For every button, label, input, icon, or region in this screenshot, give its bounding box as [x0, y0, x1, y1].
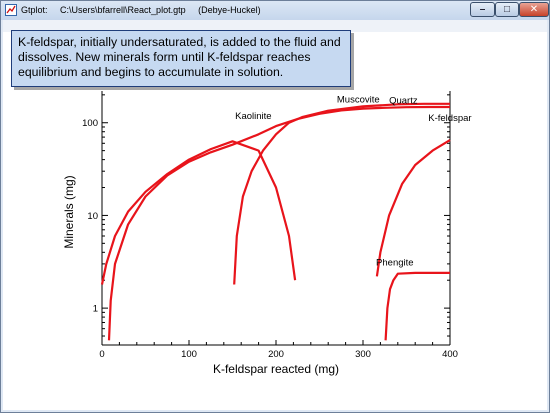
- gtplot-app-icon[interactable]: [5, 4, 17, 16]
- app-name: Gtplot:: [21, 5, 48, 15]
- plot-axes: 0 100 200 300 400 1 10 100: [82, 91, 458, 360]
- series-label-kaolinite: Kaolinite: [235, 111, 271, 122]
- minimize-icon: –: [479, 4, 486, 15]
- series-line-muscovite: [107, 105, 450, 341]
- maximize-button[interactable]: □: [495, 2, 519, 17]
- series-label-phengite: Phengite: [376, 257, 414, 268]
- menu-bar: [3, 20, 547, 32]
- minimize-button[interactable]: –: [470, 2, 495, 17]
- close-icon: ✕: [529, 4, 539, 15]
- series-label-muscovite: Muscovite: [337, 95, 380, 106]
- series-lines: [100, 102, 451, 341]
- window-title: Gtplot: C:\Users\bfarrell\React_plot.gtp…: [21, 5, 271, 15]
- title-bar[interactable]: Gtplot: C:\Users\bfarrell\React_plot.gtp…: [1, 1, 549, 20]
- model-name: (Debye-Huckel): [198, 5, 261, 15]
- file-path: C:\Users\bfarrell\React_plot.gtp: [60, 5, 186, 15]
- series-line-quartz: [233, 102, 450, 285]
- y-tick-label: 1: [93, 304, 98, 315]
- x-axis-label: K-feldspar reacted (mg): [213, 362, 339, 376]
- series-label-k-feldspar: K-feldspar: [428, 113, 471, 124]
- x-tick-label: 0: [99, 349, 104, 360]
- close-button[interactable]: ✕: [519, 2, 549, 17]
- series-line-phengite: [384, 271, 450, 341]
- x-tick-label: 300: [355, 349, 371, 360]
- annotation-text: K-feldspar, initially undersaturated, is…: [18, 35, 341, 79]
- series-labels: Kaolinite Muscovite Quartz K-feldspar Phengi…: [235, 95, 471, 269]
- series-label-quartz: Quartz: [389, 95, 418, 106]
- y-axis-label: Minerals (mg): [62, 175, 76, 248]
- x-tick-label: 100: [181, 349, 197, 360]
- x-tick-label: 200: [268, 349, 284, 360]
- y-tick-label: 10: [87, 211, 98, 222]
- maximize-icon: □: [503, 4, 511, 15]
- annotation-callout: K-feldspar, initially undersaturated, is…: [11, 30, 351, 87]
- series-line-k-feldspar: [375, 139, 451, 277]
- plot-area: [3, 32, 547, 410]
- x-tick-label: 400: [442, 349, 458, 360]
- series-line-kaolinite: [100, 140, 297, 285]
- y-tick-label: 100: [82, 118, 98, 129]
